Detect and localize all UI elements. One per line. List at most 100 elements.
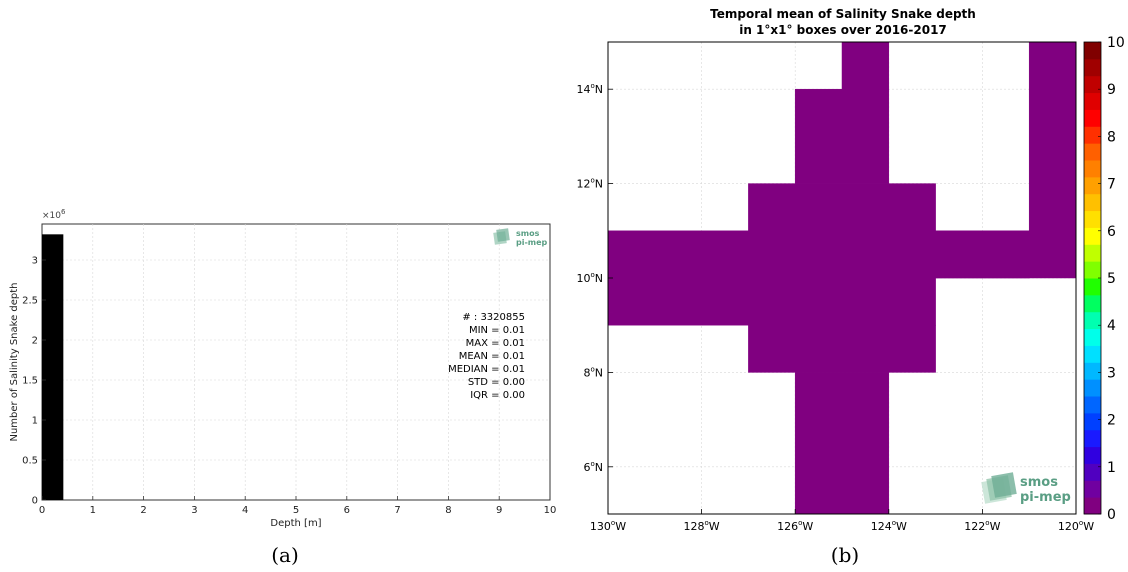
- map-lat-tick-label: 8oN: [583, 365, 603, 379]
- histogram-x-tick-label: 1: [90, 505, 96, 516]
- colorbar-segment: [1084, 463, 1101, 481]
- histogram-x-tick-label: 9: [496, 505, 502, 516]
- map-cell: [748, 183, 936, 232]
- map-cell: [794, 88, 890, 184]
- map-lat-tick-label: 10oN: [576, 271, 603, 285]
- map-cell: [748, 324, 936, 373]
- colorbar-segment: [1084, 75, 1101, 94]
- histogram-y-axis-label: Number of Salinity Snake depth: [9, 282, 20, 441]
- colorbar-tick-label: 9: [1107, 82, 1116, 98]
- histogram-x-axis-label: Depth [m]: [270, 518, 321, 529]
- colorbar-segment: [1084, 210, 1101, 228]
- histogram-stat-line: STD = 0.00: [468, 377, 525, 388]
- caption-a: (a): [271, 543, 299, 567]
- histogram-stat-line: MEDIAN = 0.01: [448, 364, 525, 375]
- colorbar-segment: [1084, 328, 1101, 346]
- colorbar-tick-label: 3: [1107, 365, 1116, 381]
- histogram-y-tick-label: 0.5: [22, 456, 38, 467]
- colorbar-segment: [1084, 345, 1101, 363]
- histogram-y-tick-label: 0: [32, 496, 38, 507]
- colorbar-segment: [1084, 42, 1101, 60]
- map-longitude-ticks: 130oW 128oW 126oW 124oW 122oW 120oW: [590, 509, 1094, 533]
- histogram-stat-line: MIN = 0.01: [469, 325, 525, 336]
- histogram-stat-line: IQR = 0.00: [470, 390, 525, 401]
- logo-text-pimep: pi-mep: [516, 238, 548, 247]
- map-cell: [1028, 41, 1077, 279]
- map-lon-tick-label: 120oW: [1058, 519, 1094, 533]
- colorbar-ticks: 0 1 2 3 4 5 6 7 8 9 10: [1098, 35, 1125, 523]
- histogram-x-tick-label: 6: [344, 505, 350, 516]
- map-lon-tick-label: 130oW: [590, 519, 626, 533]
- histogram-stat-line: MEAN = 0.01: [459, 351, 525, 362]
- colorbar-tick-label: 8: [1107, 129, 1116, 145]
- colorbar-tick-label: 7: [1107, 177, 1116, 193]
- colorbar-tick-label: 1: [1107, 460, 1116, 476]
- map-lat-tick-label: 14oN: [576, 82, 603, 96]
- map-cells: [607, 41, 1077, 515]
- colorbar-segment: [1084, 412, 1101, 431]
- smos-logo-small: smos pi-mep: [493, 228, 548, 247]
- map-panel: Temporal mean of Salinity Snake depth in…: [576, 7, 1124, 533]
- colorbar-tick-label: 0: [1107, 507, 1116, 523]
- map-cell: [935, 230, 1030, 279]
- map-lon-tick-label: 128oW: [684, 519, 720, 533]
- histogram-stat-line: # : 3320855: [462, 312, 525, 323]
- histogram-x-tick-label: 2: [140, 505, 146, 516]
- histogram-y-tick-label: 1: [32, 416, 38, 427]
- histogram-x-tick-label: 0: [39, 505, 45, 516]
- map-lat-tick-label: 6oN: [583, 460, 603, 474]
- histogram-y-ticks: 0 0.5 1 1.5 2 2.5 3: [22, 256, 46, 507]
- colorbar-segment: [1084, 109, 1101, 127]
- histogram-stats-box: # : 3320855 MIN = 0.01 MAX = 0.01 MEAN = 0.…: [448, 312, 525, 401]
- map-cell: [607, 277, 936, 326]
- map-cell: [841, 41, 890, 90]
- histogram-y-tick-label: 2: [32, 336, 38, 347]
- logo-text-smos: smos: [516, 229, 540, 238]
- colorbar-segment: [1084, 497, 1101, 515]
- histogram-bars: [42, 234, 64, 500]
- colorbar-segment: [1084, 160, 1101, 178]
- histogram-grid: [42, 224, 550, 500]
- map-lon-tick-label: 124oW: [871, 519, 907, 533]
- map-latitude-ticks: 6oN 8oN 10oN 12oN 14oN: [576, 82, 613, 474]
- histogram-y-tick-label: 2.5: [22, 296, 38, 307]
- colorbar-segment: [1084, 278, 1101, 296]
- histogram-x-tick-label: 4: [242, 505, 248, 516]
- map-lon-tick-label: 122oW: [964, 519, 1000, 533]
- histogram-x-tick-label: 8: [445, 505, 451, 516]
- colorbar-tick-label: 4: [1107, 318, 1116, 334]
- colorbar-segment: [1084, 143, 1101, 161]
- histogram-y-multiplier: ×106: [42, 208, 66, 221]
- colorbar-segment: [1084, 261, 1101, 279]
- smos-logo-icon-large: [981, 472, 1017, 504]
- histogram-x-tick-label: 7: [394, 505, 400, 516]
- colorbar-segment: [1084, 362, 1101, 380]
- colorbar-segment: [1084, 294, 1101, 313]
- map-title-line-2: in 1°x1° boxes over 2016-2017: [739, 23, 947, 37]
- colorbar-tick-label: 6: [1107, 224, 1116, 240]
- colorbar-segment: [1084, 244, 1101, 262]
- smos-logo-large: smos pi-mep: [981, 472, 1071, 505]
- histogram-y-tick-label: 3: [32, 256, 38, 267]
- logo-text-smos-large: smos: [1020, 475, 1058, 490]
- map-lat-tick-label: 12oN: [576, 177, 603, 191]
- colorbar-tick-label: 2: [1107, 413, 1116, 429]
- colorbar-tick-label: 10: [1107, 35, 1125, 51]
- colorbar-segment: [1084, 227, 1101, 245]
- histogram-panel: 0 1 2 3 4 5 6 7 8 9 10 0 0.5 1 1.5 2 2.5 3 Depth [m] Num…: [9, 208, 556, 529]
- map-lon-tick-label: 126oW: [777, 519, 813, 533]
- histogram-x-tick-label: 3: [191, 505, 197, 516]
- histogram-x-tick-label: 10: [544, 505, 557, 516]
- histogram-y-tick-label: 1.5: [22, 376, 38, 387]
- colorbar-segment: [1084, 446, 1101, 464]
- colorbar-segment: [1084, 58, 1101, 77]
- colorbar-segment: [1084, 480, 1101, 498]
- smos-logo-icon: [493, 228, 510, 245]
- colorbar-segment: [1084, 396, 1101, 414]
- map-cell: [794, 372, 890, 515]
- colorbar-segment: [1084, 126, 1101, 144]
- colorbar-segment: [1084, 429, 1101, 448]
- colorbar-segment: [1084, 193, 1101, 212]
- colorbar-segment: [1084, 311, 1101, 330]
